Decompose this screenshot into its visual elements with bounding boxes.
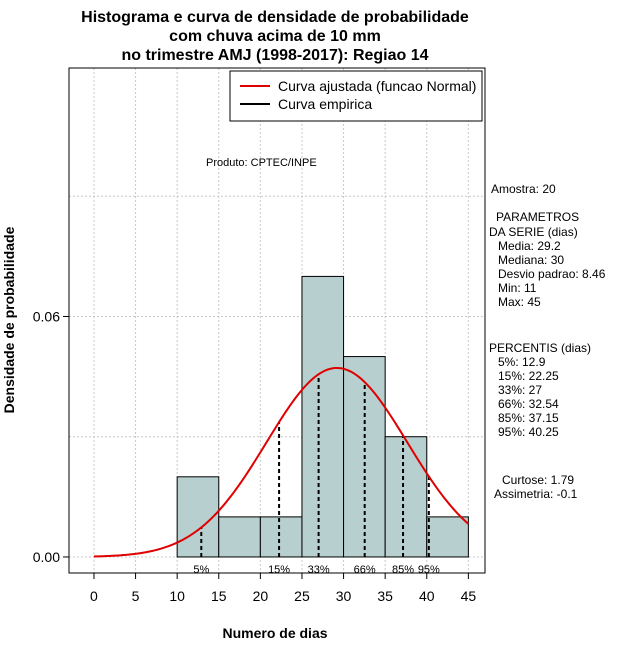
stat-p33: 33%: 27: [498, 383, 542, 397]
normal-curve-path: [93, 366, 470, 558]
stat-p66: 66%: 32.54: [498, 397, 559, 411]
stat-p85: 85%: 37.15: [498, 411, 559, 425]
stat-param-header-1: PARAMETROS: [496, 210, 579, 224]
chart-title-line-1: Histograma e curva de densidade de proba…: [81, 9, 469, 26]
percentile-label: 5%: [193, 564, 209, 576]
stat-max: Max: 45: [498, 295, 541, 309]
legend-label-normal: Curva ajustada (funcao Normal): [278, 78, 476, 94]
stat-param-header-2: DA SERIE (dias): [489, 225, 578, 239]
stat-media: Media: 29.2: [498, 239, 561, 253]
y-tick-label: 0.00: [33, 549, 60, 565]
stat-percentis-header: PERCENTIS (dias): [489, 341, 591, 355]
histogram-bar: [301, 275, 345, 558]
stat-min: Min: 11: [498, 281, 537, 295]
stat-p15: 15%: 22.25: [498, 369, 559, 383]
percentile-label: 85%: [392, 564, 414, 576]
plot-frame: [68, 67, 486, 574]
x-axis-title: Numero de dias: [222, 625, 327, 641]
x-tick-label: 15: [211, 588, 227, 604]
stat-desvio: Desvio padrao: 8.46: [498, 267, 606, 281]
x-tick-label: 10: [169, 588, 185, 604]
x-tick-label: 0: [90, 588, 98, 604]
x-tick-label: 45: [461, 588, 477, 604]
x-tick-label: 5: [132, 588, 140, 604]
percentile-label: 33%: [308, 564, 330, 576]
chart-title-line-3: no trimestre AMJ (1998-2017): Regiao 14: [121, 47, 428, 64]
stat-amostra: Amostra: 20: [491, 182, 556, 196]
percentile-label: 66%: [354, 564, 376, 576]
x-tick-label: 20: [253, 588, 269, 604]
histogram-bar: [384, 436, 428, 558]
axes: 0 5 10 15 20 25 30 35 40 45 0.00 0.06: [33, 308, 477, 604]
legend: Curva ajustada (funcao Normal) Curva emp…: [229, 70, 483, 122]
normal-curve: [93, 366, 470, 558]
stat-p5: 5%: 12.9: [498, 355, 546, 369]
x-tick-label: 40: [419, 588, 435, 604]
product-annotation: Produto: CPTEC/INPE: [206, 157, 317, 169]
percentile-label: 95%: [418, 564, 440, 576]
x-tick-label: 35: [377, 588, 393, 604]
y-axis-title: Densidade de probabilidade: [1, 226, 17, 413]
stat-p95: 95%: 40.25: [498, 425, 559, 439]
stat-assimetria: Assimetria: -0.1: [494, 487, 578, 501]
histogram-bar: [426, 516, 469, 558]
histogram-bar: [259, 516, 303, 558]
stat-mediana: Mediana: 30: [498, 253, 564, 267]
legend-label-empirical: Curva empirica: [278, 96, 372, 112]
y-tick-label: 0.06: [33, 308, 60, 324]
x-tick-label: 25: [294, 588, 310, 604]
histogram-bar: [218, 516, 261, 558]
percentile-label: 15%: [268, 564, 290, 576]
chart-title-line-2: com chuva acima de 10 mm: [169, 28, 381, 45]
stats-panel: Amostra: 20 PARAMETROS DA SERIE (dias) M…: [489, 182, 606, 501]
stat-curtose: Curtose: 1.79: [502, 473, 574, 487]
x-tick-label: 30: [336, 588, 352, 604]
histogram-bars: [176, 275, 469, 558]
legend-box: [229, 70, 483, 122]
